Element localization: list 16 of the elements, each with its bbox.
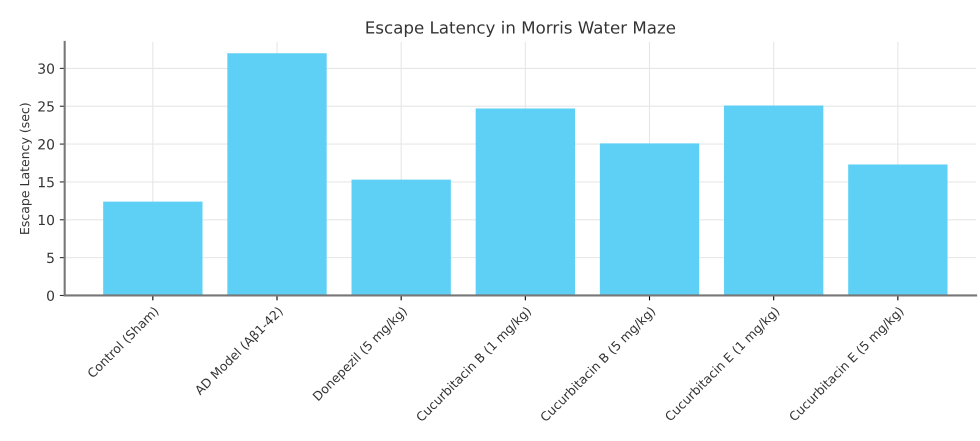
chart-title: Escape Latency in Morris Water Maze xyxy=(366,20,676,38)
y-tick-label: 20 xyxy=(38,139,54,150)
y-tick-label: 25 xyxy=(38,101,54,112)
bar xyxy=(227,53,327,296)
y-tick-label: 30 xyxy=(38,63,54,74)
y-tick-label: 0 xyxy=(47,290,54,301)
bar xyxy=(103,202,203,296)
bar xyxy=(476,108,576,296)
bar xyxy=(352,180,451,296)
bar xyxy=(724,105,824,296)
bar xyxy=(848,164,948,296)
y-tick-label: 15 xyxy=(38,177,54,188)
y-axis-title: Escape Latency (sec) xyxy=(20,103,32,234)
y-tick-label: 10 xyxy=(38,214,54,226)
y-tick-label: 5 xyxy=(47,252,54,264)
bar xyxy=(600,143,700,296)
